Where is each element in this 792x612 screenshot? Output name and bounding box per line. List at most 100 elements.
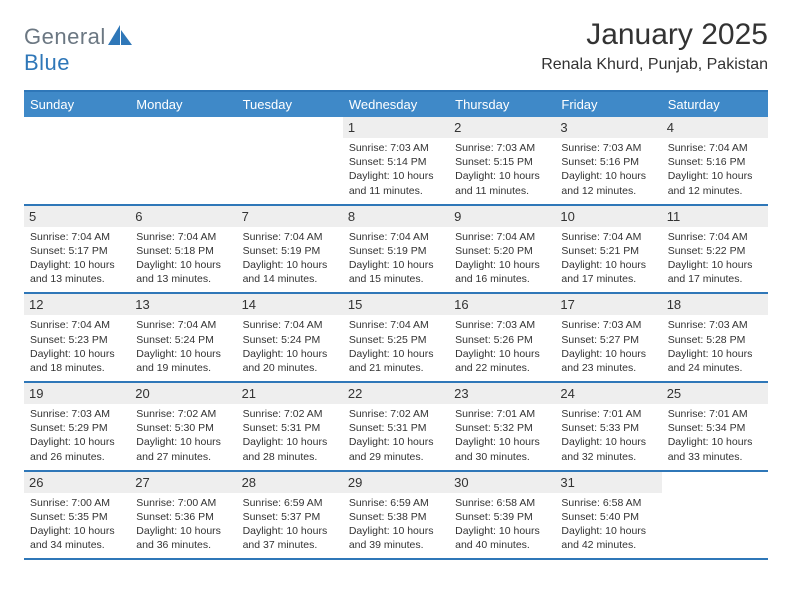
day-cell: 1Sunrise: 7:03 AMSunset: 5:14 PMDaylight… (343, 117, 449, 204)
sunrise-text: Sunrise: 7:04 AM (455, 230, 549, 244)
day-number: 23 (449, 383, 555, 404)
daylight-text: Daylight: 10 hours and 20 minutes. (243, 347, 337, 375)
sunrise-text: Sunrise: 7:04 AM (243, 230, 337, 244)
day-number: 31 (555, 472, 661, 493)
daylight-text: Daylight: 10 hours and 29 minutes. (349, 435, 443, 463)
daylight-text: Daylight: 10 hours and 17 minutes. (561, 258, 655, 286)
sunset-text: Sunset: 5:15 PM (455, 155, 549, 169)
sunset-text: Sunset: 5:35 PM (30, 510, 124, 524)
day-cell: 20Sunrise: 7:02 AMSunset: 5:30 PMDayligh… (130, 383, 236, 470)
day-number: 1 (343, 117, 449, 138)
day-cell: 28 Sunrise: 6:59 AMSunset: 5:37 PMDayligh… (237, 472, 343, 559)
sunrise-text: Sunrise: 6:59 AM (243, 496, 337, 510)
day-cell: 2Sunrise: 7:03 AMSunset: 5:15 PMDaylight… (449, 117, 555, 204)
sunset-text: Sunset: 5:28 PM (668, 333, 762, 347)
sunrise-text: Sunrise: 7:04 AM (561, 230, 655, 244)
day-header: Thursday (449, 92, 555, 117)
day-detail: Sunrise: 7:03 AMSunset: 5:29 PMDaylight:… (30, 407, 124, 464)
day-detail: Sunrise: 7:04 AMSunset: 5:20 PMDaylight:… (455, 230, 549, 287)
sunrise-text: Sunrise: 7:04 AM (668, 230, 762, 244)
day-cell: 30 Sunrise: 6:58 AMSunset: 5:39 PMDayligh… (449, 472, 555, 559)
sunrise-text: Sunrise: 7:03 AM (561, 141, 655, 155)
week-row: 1Sunrise: 7:03 AMSunset: 5:14 PMDaylight… (24, 117, 768, 206)
sunset-text: Sunset: 5:40 PM (561, 510, 655, 524)
daylight-text: Daylight: 10 hours and 13 minutes. (136, 258, 230, 286)
day-number: 26 (24, 472, 130, 493)
day-number: 4 (662, 117, 768, 138)
day-cell: 11 Sunrise: 7:04 AMSunset: 5:22 PMDayligh… (662, 206, 768, 293)
day-detail: Sunrise: 7:04 AMSunset: 5:23 PMDaylight:… (30, 318, 124, 375)
daylight-text: Daylight: 10 hours and 14 minutes. (243, 258, 337, 286)
sunrise-text: Sunrise: 7:03 AM (30, 407, 124, 421)
day-number: 11 (662, 206, 768, 227)
day-cell: 31 Sunrise: 6:58 AMSunset: 5:40 PMDayligh… (555, 472, 661, 559)
day-number: 3 (555, 117, 661, 138)
day-number: 21 (237, 383, 343, 404)
day-number: 30 (449, 472, 555, 493)
day-number: 27 (130, 472, 236, 493)
day-detail: Sunrise: 7:04 AMSunset: 5:24 PMDaylight:… (136, 318, 230, 375)
day-header: Friday (555, 92, 661, 117)
day-cell (130, 117, 236, 204)
day-detail: Sunrise: 7:01 AMSunset: 5:32 PMDaylight:… (455, 407, 549, 464)
week-row: 19Sunrise: 7:03 AMSunset: 5:29 PMDayligh… (24, 383, 768, 472)
day-number: 20 (130, 383, 236, 404)
day-detail: Sunrise: 7:04 AMSunset: 5:22 PMDaylight:… (668, 230, 762, 287)
sunset-text: Sunset: 5:18 PM (136, 244, 230, 258)
sunset-text: Sunset: 5:24 PM (136, 333, 230, 347)
day-number: 28 (237, 472, 343, 493)
day-cell (24, 117, 130, 204)
day-number: 5 (24, 206, 130, 227)
daylight-text: Daylight: 10 hours and 24 minutes. (668, 347, 762, 375)
day-number: 7 (237, 206, 343, 227)
sunset-text: Sunset: 5:33 PM (561, 421, 655, 435)
sunset-text: Sunset: 5:39 PM (455, 510, 549, 524)
day-cell: 18Sunrise: 7:03 AMSunset: 5:28 PMDayligh… (662, 294, 768, 381)
sunset-text: Sunset: 5:24 PM (243, 333, 337, 347)
day-detail: Sunrise: 6:58 AMSunset: 5:39 PMDaylight:… (455, 496, 549, 553)
sunrise-text: Sunrise: 7:02 AM (243, 407, 337, 421)
sunrise-text: Sunrise: 7:03 AM (349, 141, 443, 155)
daylight-text: Daylight: 10 hours and 22 minutes. (455, 347, 549, 375)
sunset-text: Sunset: 5:36 PM (136, 510, 230, 524)
day-number: 17 (555, 294, 661, 315)
daylight-text: Daylight: 10 hours and 18 minutes. (30, 347, 124, 375)
week-row: 26Sunrise: 7:00 AMSunset: 5:35 PMDayligh… (24, 472, 768, 561)
day-detail: Sunrise: 7:04 AMSunset: 5:18 PMDaylight:… (136, 230, 230, 287)
day-number: 16 (449, 294, 555, 315)
day-cell: 3 Sunrise: 7:03 AMSunset: 5:16 PMDaylight… (555, 117, 661, 204)
daylight-text: Daylight: 10 hours and 23 minutes. (561, 347, 655, 375)
day-detail: Sunrise: 7:03 AMSunset: 5:28 PMDaylight:… (668, 318, 762, 375)
daylight-text: Daylight: 10 hours and 12 minutes. (561, 169, 655, 197)
brand-word-2: Blue (24, 50, 70, 75)
daylight-text: Daylight: 10 hours and 32 minutes. (561, 435, 655, 463)
sunset-text: Sunset: 5:23 PM (30, 333, 124, 347)
day-cell: 5Sunrise: 7:04 AMSunset: 5:17 PMDaylight… (24, 206, 130, 293)
daylight-text: Daylight: 10 hours and 40 minutes. (455, 524, 549, 552)
day-detail: Sunrise: 7:00 AMSunset: 5:36 PMDaylight:… (136, 496, 230, 553)
day-cell: 4Sunrise: 7:04 AMSunset: 5:16 PMDaylight… (662, 117, 768, 204)
day-detail: Sunrise: 7:04 AMSunset: 5:21 PMDaylight:… (561, 230, 655, 287)
day-detail: Sunrise: 7:04 AMSunset: 5:25 PMDaylight:… (349, 318, 443, 375)
day-detail: Sunrise: 7:03 AMSunset: 5:16 PMDaylight:… (561, 141, 655, 198)
sunrise-text: Sunrise: 7:01 AM (561, 407, 655, 421)
day-cell: 8Sunrise: 7:04 AMSunset: 5:19 PMDaylight… (343, 206, 449, 293)
day-number: 8 (343, 206, 449, 227)
daylight-text: Daylight: 10 hours and 11 minutes. (455, 169, 549, 197)
day-number: 22 (343, 383, 449, 404)
day-number: 25 (662, 383, 768, 404)
day-detail: Sunrise: 7:04 AMSunset: 5:24 PMDaylight:… (243, 318, 337, 375)
sunrise-text: Sunrise: 7:04 AM (30, 318, 124, 332)
sunset-text: Sunset: 5:19 PM (243, 244, 337, 258)
brand-word-1: General (24, 24, 106, 49)
daylight-text: Daylight: 10 hours and 21 minutes. (349, 347, 443, 375)
day-cell: 7 Sunrise: 7:04 AMSunset: 5:19 PMDaylight… (237, 206, 343, 293)
daylight-text: Daylight: 10 hours and 12 minutes. (668, 169, 762, 197)
sunrise-text: Sunrise: 7:04 AM (136, 318, 230, 332)
daylight-text: Daylight: 10 hours and 30 minutes. (455, 435, 549, 463)
day-detail: Sunrise: 6:59 AMSunset: 5:37 PMDaylight:… (243, 496, 337, 553)
day-detail: Sunrise: 6:58 AMSunset: 5:40 PMDaylight:… (561, 496, 655, 553)
day-detail: Sunrise: 7:02 AMSunset: 5:31 PMDaylight:… (349, 407, 443, 464)
daylight-text: Daylight: 10 hours and 27 minutes. (136, 435, 230, 463)
sunset-text: Sunset: 5:17 PM (30, 244, 124, 258)
